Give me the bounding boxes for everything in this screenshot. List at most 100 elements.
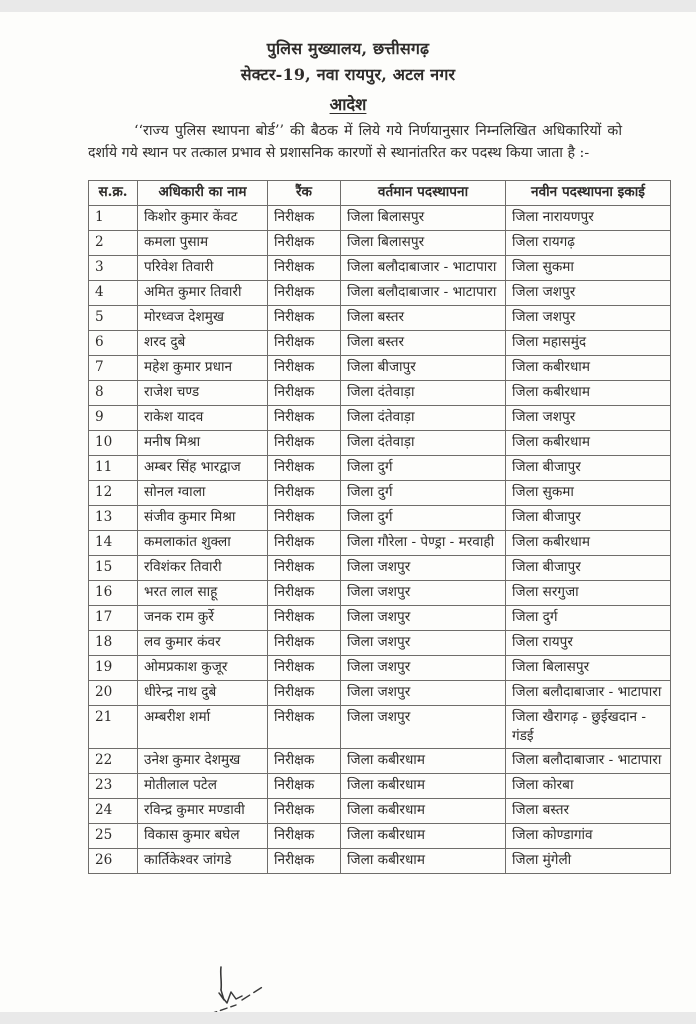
rank-cell: निरीक्षक — [267, 773, 341, 799]
column-header-0: स.क्र. — [88, 180, 138, 206]
serial-cell: 3 — [88, 255, 138, 281]
new-posting-cell: जिला मुंगेली — [505, 848, 671, 874]
officer-name-cell: कमलाकांत शुक्ला — [137, 530, 268, 556]
current-posting-cell: जिला बिलासपुर — [340, 230, 506, 256]
officer-name-cell: मनीष मिश्रा — [137, 430, 268, 456]
rank-cell: निरीक्षक — [267, 748, 341, 774]
new-posting-cell: जिला बीजापुर — [505, 455, 671, 481]
officer-name-cell: अम्बरीश शर्मा — [137, 705, 268, 749]
serial-cell: 22 — [88, 748, 138, 774]
new-posting-cell: जिला रायगढ़ — [505, 230, 671, 256]
serial-cell: 6 — [88, 330, 138, 356]
serial-cell: 12 — [88, 480, 138, 506]
new-posting-cell: जिला बस्तर — [505, 798, 671, 824]
officer-name-cell: जनक राम कुर्रे — [137, 605, 268, 631]
current-posting-cell: जिला बलौदाबाजार - भाटापारा — [340, 255, 506, 281]
table-row: 6 शरद दुबे निरीक्षक जिला बस्तर जिला महासमुंद — [88, 330, 671, 356]
rank-cell: निरीक्षक — [267, 355, 341, 381]
rank-cell: निरीक्षक — [267, 480, 341, 506]
table-row: 10 मनीष मिश्रा निरीक्षक जिला दंतेवाड़ा जिला … — [88, 430, 671, 456]
serial-cell: 26 — [88, 848, 138, 874]
current-posting-cell: जिला जशपुर — [340, 605, 506, 631]
new-posting-cell: जिला नारायणपुर — [505, 205, 671, 231]
column-header-3: वर्तमान पदस्थापना — [340, 180, 506, 206]
rank-cell: निरीक्षक — [267, 680, 341, 706]
rank-cell: निरीक्षक — [267, 848, 341, 874]
serial-cell: 20 — [88, 680, 138, 706]
current-posting-cell: जिला जशपुर — [340, 555, 506, 581]
new-posting-cell: जिला जशपुर — [505, 405, 671, 431]
current-posting-cell: जिला कबीरधाम — [340, 823, 506, 849]
table-row: 1 किशोर कुमार केंवट निरीक्षक जिला बिलासपुर ज… — [88, 205, 671, 231]
current-posting-cell: जिला बलौदाबाजार - भाटापारा — [340, 280, 506, 306]
current-posting-cell: जिला दंतेवाड़ा — [340, 405, 506, 431]
officer-name-cell: लव कुमार कंवर — [137, 630, 268, 656]
serial-cell: 8 — [88, 380, 138, 406]
table-row: 22 उनेश कुमार देशमुख निरीक्षक जिला कबीरधाम ज… — [88, 748, 671, 774]
rank-cell: निरीक्षक — [267, 430, 341, 456]
current-posting-cell: जिला कबीरधाम — [340, 773, 506, 799]
rank-cell: निरीक्षक — [267, 630, 341, 656]
table-row: 4 अमित कुमार तिवारी निरीक्षक जिला बलौदाबाजा… — [88, 280, 671, 306]
current-posting-cell: जिला दुर्ग — [340, 480, 506, 506]
new-posting-cell: जिला कबीरधाम — [505, 380, 671, 406]
serial-cell: 15 — [88, 555, 138, 581]
current-posting-cell: जिला जशपुर — [340, 655, 506, 681]
officer-name-cell: अमित कुमार तिवारी — [137, 280, 268, 306]
new-posting-cell: जिला बलौदाबाजार - भाटापारा — [505, 680, 671, 706]
scan-edge-top — [0, 0, 696, 12]
officer-name-cell: राकेश यादव — [137, 405, 268, 431]
officer-name-cell: मोतीलाल पटेल — [137, 773, 268, 799]
serial-cell: 16 — [88, 580, 138, 606]
serial-cell: 14 — [88, 530, 138, 556]
rank-cell: निरीक्षक — [267, 405, 341, 431]
rank-cell: निरीक्षक — [267, 305, 341, 331]
rank-cell: निरीक्षक — [267, 380, 341, 406]
new-posting-cell: जिला दुर्ग — [505, 605, 671, 631]
table-row: 12 सोनल ग्वाला निरीक्षक जिला दुर्ग जिला सुकम… — [88, 480, 671, 506]
new-posting-cell: जिला कबीरधाम — [505, 530, 671, 556]
table-row: 19 ओमप्रकाश कुजूर निरीक्षक जिला जशपुर जिला ब… — [88, 655, 671, 681]
table-header-row: स.क्र. अधिकारी का नाम रैंक वर्तमान पदस्थापन… — [88, 180, 671, 206]
current-posting-cell: जिला जशपुर — [340, 580, 506, 606]
officer-name-cell: ओमप्रकाश कुजूर — [137, 655, 268, 681]
new-posting-cell: जिला महासमुंद — [505, 330, 671, 356]
rank-cell: निरीक्षक — [267, 280, 341, 306]
serial-cell: 5 — [88, 305, 138, 331]
officer-name-cell: अम्बर सिंह भारद्वाज — [137, 455, 268, 481]
table-row: 9 राकेश यादव निरीक्षक जिला दंतेवाड़ा जिला जश… — [88, 405, 671, 431]
officer-name-cell: धीरेन्द्र नाथ दुबे — [137, 680, 268, 706]
table-row: 21 अम्बरीश शर्मा निरीक्षक जिला जशपुर जिला खै… — [88, 705, 671, 749]
rank-cell: निरीक्षक — [267, 455, 341, 481]
serial-cell: 17 — [88, 605, 138, 631]
serial-cell: 10 — [88, 430, 138, 456]
serial-cell: 1 — [88, 205, 138, 231]
rank-cell: निरीक्षक — [267, 205, 341, 231]
new-posting-cell: जिला बलौदाबाजार - भाटापारा — [505, 748, 671, 774]
table-row: 23 मोतीलाल पटेल निरीक्षक जिला कबीरधाम जिला क… — [88, 773, 671, 799]
new-posting-cell: जिला बिलासपुर — [505, 655, 671, 681]
current-posting-cell: जिला दंतेवाड़ा — [340, 380, 506, 406]
new-posting-cell: जिला खैरागढ़ - छुईखदान - गंडई — [505, 705, 671, 749]
officer-name-cell: उनेश कुमार देशमुख — [137, 748, 268, 774]
new-posting-cell: जिला कोण्डागांव — [505, 823, 671, 849]
current-posting-cell: जिला गौरेला - पेण्ड्रा - मरवाही — [340, 530, 506, 556]
new-posting-cell: जिला कोरबा — [505, 773, 671, 799]
table-row: 24 रविन्द्र कुमार मण्डावी निरीक्षक जिला कबी… — [88, 798, 671, 824]
current-posting-cell: जिला जशपुर — [340, 630, 506, 656]
serial-cell: 2 — [88, 230, 138, 256]
org-address-line: सेक्टर-19, नवा रायपुर, अटल नगर — [240, 65, 456, 84]
intro-paragraph: ‘‘राज्य पुलिस स्थापना बोर्ड’’ की बैठक मे… — [88, 123, 622, 161]
current-posting-cell: जिला बस्तर — [340, 330, 506, 356]
rank-cell: निरीक्षक — [267, 655, 341, 681]
table-row: 16 भरत लाल साहू निरीक्षक जिला जशपुर जिला सरग… — [88, 580, 671, 606]
table-row: 25 विकास कुमार बघेल निरीक्षक जिला कबीरधाम जि… — [88, 823, 671, 849]
rank-cell: निरीक्षक — [267, 580, 341, 606]
transfer-order-table: स.क्र. अधिकारी का नाम रैंक वर्तमान पदस्थापन… — [88, 180, 671, 874]
officer-name-cell: महेश कुमार प्रधान — [137, 355, 268, 381]
table-row: 18 लव कुमार कंवर निरीक्षक जिला जशपुर जिला रा… — [88, 630, 671, 656]
rank-cell: निरीक्षक — [267, 605, 341, 631]
serial-cell: 13 — [88, 505, 138, 531]
new-posting-cell: जिला सरगुजा — [505, 580, 671, 606]
